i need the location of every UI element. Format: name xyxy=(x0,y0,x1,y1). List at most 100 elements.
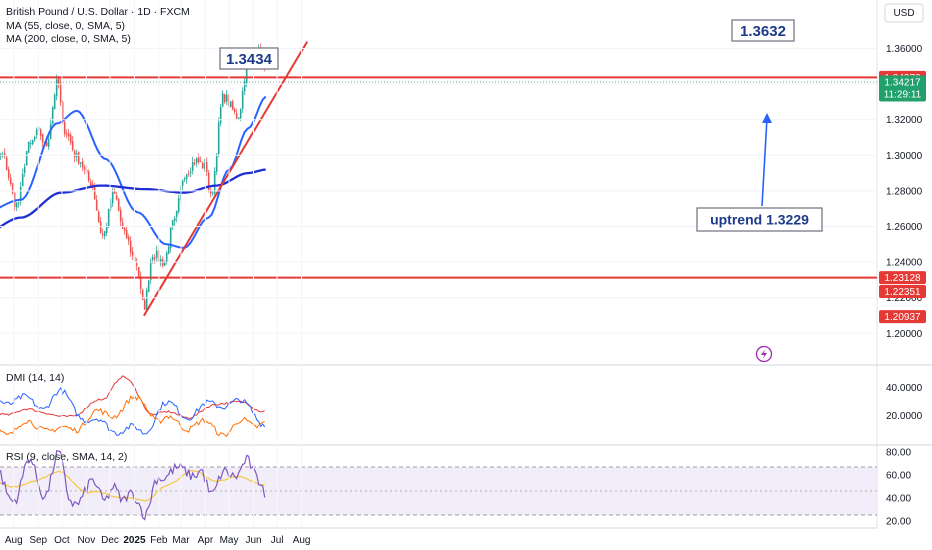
annotation-arrow xyxy=(761,117,768,207)
currency-button[interactable] xyxy=(884,3,924,23)
candle-body xyxy=(207,172,210,191)
annotation-text: 1.3434 xyxy=(226,51,273,68)
candle-body xyxy=(185,174,188,180)
candle-body xyxy=(165,252,168,263)
candle-body xyxy=(149,260,152,280)
candle-body xyxy=(59,82,62,103)
candle-body xyxy=(203,163,206,169)
price-tick-label: 1.26000 xyxy=(886,222,923,233)
candle-body xyxy=(231,101,234,110)
price-badge xyxy=(879,284,926,298)
dmi-pane[interactable] xyxy=(0,375,266,438)
candle-body xyxy=(137,267,140,278)
candle-body xyxy=(183,178,186,180)
rsi-tick-label: 20.00 xyxy=(886,517,911,528)
candle-body xyxy=(111,192,114,204)
price-tick-label: 1.30000 xyxy=(886,151,923,162)
candle-body xyxy=(107,209,110,227)
candle-body xyxy=(189,171,192,173)
candle-body xyxy=(109,203,112,209)
annotation-text: 1.3632 xyxy=(740,23,786,40)
candle-body xyxy=(27,141,30,153)
candle-body xyxy=(25,151,28,166)
candle-body xyxy=(19,186,22,201)
candle-body xyxy=(131,251,134,256)
candle-body xyxy=(1,154,4,156)
annotation-box[interactable] xyxy=(731,19,795,42)
candle-body xyxy=(241,91,244,109)
candle-body xyxy=(159,259,162,263)
candle-body xyxy=(175,210,178,217)
candle-body xyxy=(233,109,236,112)
candle-body xyxy=(63,121,66,134)
candle-body xyxy=(115,195,118,200)
candle-body xyxy=(237,117,240,120)
ma55-legend[interactable]: MA (55, close, 0, SMA, 5) xyxy=(6,20,125,32)
annotation-layer[interactable]: 1.3434 1.3632 uptrend 1.3229 xyxy=(219,19,823,232)
annotation-box[interactable] xyxy=(696,207,823,232)
ma200-line xyxy=(0,168,266,229)
lightning-icon[interactable] xyxy=(755,345,773,363)
candle-body xyxy=(79,162,82,164)
candle-body xyxy=(187,173,190,175)
candle-body xyxy=(9,177,12,185)
candle-body xyxy=(229,101,232,108)
candle-body xyxy=(225,94,228,102)
candle-body xyxy=(105,227,108,234)
time-tick-label: May xyxy=(220,535,239,546)
candle-body xyxy=(213,171,216,194)
candle-body xyxy=(41,134,44,143)
candle-body xyxy=(223,94,226,103)
candle-body xyxy=(5,157,8,170)
candle-body xyxy=(145,290,148,311)
time-tick-label: Jun xyxy=(245,535,261,546)
candle-body xyxy=(3,153,6,157)
candle-body xyxy=(39,129,42,136)
candle-body xyxy=(31,140,34,145)
candle-body xyxy=(197,157,200,163)
price-tick-label: 1.36000 xyxy=(886,44,923,55)
candle-body xyxy=(113,191,116,194)
candle-body xyxy=(119,210,122,222)
candle-body xyxy=(17,202,20,204)
time-tick-label: Jul xyxy=(271,535,284,546)
rsi-pane[interactable] xyxy=(0,450,266,521)
candle-body xyxy=(243,81,246,92)
candle-body xyxy=(235,113,238,119)
candle-body xyxy=(143,300,146,310)
annotation-box[interactable] xyxy=(219,47,279,70)
time-tick-label: Nov xyxy=(77,535,95,546)
candle-body xyxy=(103,231,106,237)
ma200-legend[interactable]: MA (200, close, 0, SMA, 5) xyxy=(6,33,131,45)
price-badge-label: 1.34217 xyxy=(884,77,921,88)
candle-body xyxy=(47,138,50,147)
candle-body xyxy=(123,228,126,231)
countdown-label: 11:29:11 xyxy=(884,89,922,100)
candle-body xyxy=(117,199,120,211)
dmi-tick-label: 40.0000 xyxy=(886,383,923,394)
candle-body xyxy=(99,221,102,233)
candle-body xyxy=(53,95,56,110)
candle-body xyxy=(51,107,54,125)
rsi-legend[interactable]: RSI (9, close, SMA, 14, 2) xyxy=(6,451,127,463)
candle-body xyxy=(139,276,142,290)
dmi-legend[interactable]: DMI (14, 14) xyxy=(6,372,64,384)
candle-body xyxy=(23,166,26,173)
currency-label[interactable]: USD xyxy=(893,8,914,19)
annotation-text: uptrend 1.3229 xyxy=(710,212,809,228)
candle-body xyxy=(245,61,248,83)
candle-body xyxy=(69,134,72,143)
candle-body xyxy=(29,143,32,145)
candle-body xyxy=(167,246,170,254)
candle-body xyxy=(97,212,100,223)
rsi-line xyxy=(0,450,266,521)
candle-body xyxy=(15,203,18,208)
candle-body xyxy=(215,154,218,172)
candle-body xyxy=(7,169,10,178)
price-badge xyxy=(879,271,926,285)
candle-body xyxy=(239,109,242,119)
candle-body xyxy=(95,199,98,211)
rsi-tick-label: 60.00 xyxy=(886,470,911,481)
